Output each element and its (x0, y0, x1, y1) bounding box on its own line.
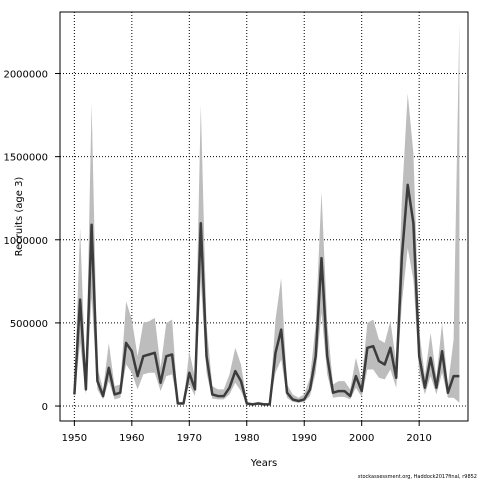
y-tick-label: 0 (42, 402, 48, 413)
x-tick-label: 1950 (62, 433, 87, 444)
plot-frame (59, 11, 469, 422)
x-tick-label: 1960 (119, 433, 144, 444)
source-credit: stockassessment.org, Haddock2017final, r… (358, 474, 477, 480)
x-tick-label: 2000 (349, 433, 374, 444)
x-tick-label: 1980 (234, 433, 259, 444)
y-tick-label: 1500000 (3, 153, 48, 164)
x-axis-title: Years (250, 458, 277, 469)
y-tick-label: 1000000 (3, 236, 48, 247)
x-axis: 1950 1960 1970 1980 1990 2000 2010 (62, 421, 432, 444)
y-tick-label: 500000 (10, 319, 48, 330)
x-tick-label: 1970 (177, 433, 202, 444)
x-tick-label: 2010 (406, 433, 431, 444)
y-tick-label: 2000000 (3, 70, 48, 81)
recruits-line (73, 183, 460, 406)
y-axis: 0 500000 1000000 1500000 2000000 (3, 70, 60, 413)
grid-lines (60, 12, 468, 421)
y-axis-title: Recruits (age 3) (14, 177, 25, 257)
x-tick-label: 1990 (291, 433, 316, 444)
